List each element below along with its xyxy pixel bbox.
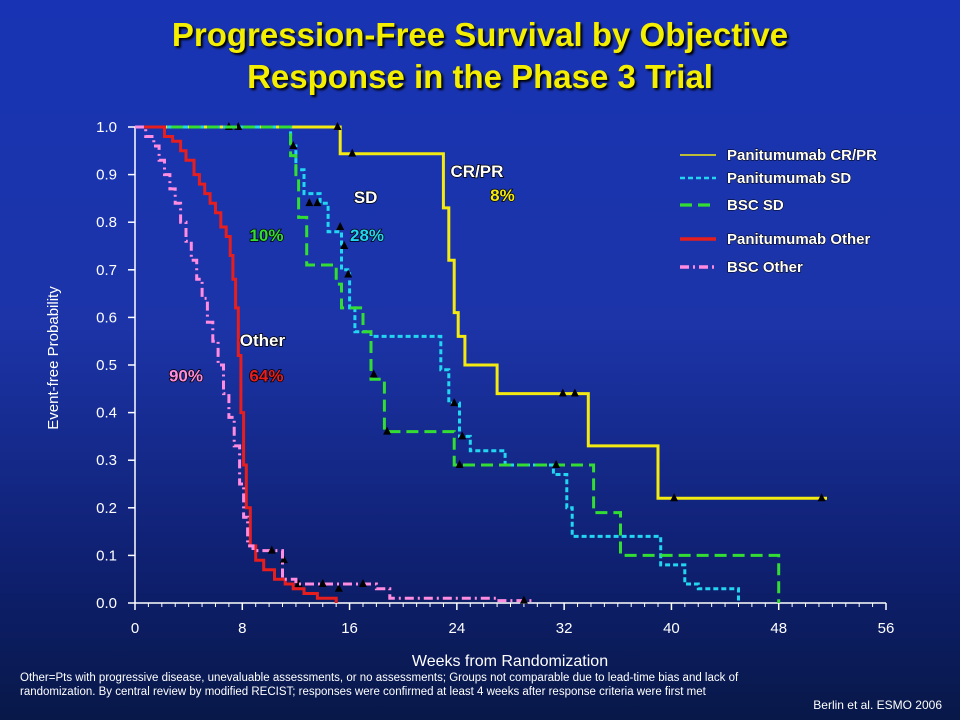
censor-mark <box>318 578 327 587</box>
y-tick-label: 0.0 <box>96 595 117 612</box>
censor-mark <box>570 388 579 397</box>
series-line <box>135 125 740 603</box>
censor-mark <box>313 198 322 207</box>
censor-mark <box>305 198 314 207</box>
series-line <box>135 125 827 500</box>
series-layer <box>135 122 827 604</box>
censor-mark <box>267 545 276 554</box>
axes: 0 8 16 24 32 40 48 56 0.0 0.1 0.2 0.3 0.4 0.5 0.6 0.7 0.… <box>96 119 894 637</box>
censor-mark <box>334 583 343 592</box>
censor-mark <box>279 555 288 564</box>
y-tick-label: 0.1 <box>96 547 117 564</box>
footnote: Other=Pts with progressive disease, unev… <box>20 672 739 698</box>
y-tick-label: 0.9 <box>96 167 117 184</box>
y-tick-label: 0.3 <box>96 452 117 469</box>
censor-mark <box>458 431 467 440</box>
series-2 <box>135 122 740 603</box>
censor-mark <box>340 241 349 249</box>
title-line-1: Progression-Free Survival by Objective <box>171 16 789 53</box>
censor-mark <box>552 459 561 468</box>
x-tick-label: 0 <box>131 620 139 637</box>
title-line-2: Response in the Phase 3 Trial <box>247 58 713 95</box>
y-tick-label: 0.5 <box>96 357 117 374</box>
series-line <box>135 125 781 603</box>
y-tick-label: 0.2 <box>96 500 117 517</box>
censor-mark <box>383 426 392 435</box>
annotation-label: 90% <box>169 367 203 386</box>
legend-item-4: Panitumumab Other <box>680 231 871 249</box>
legend-item-1: Panitumumab CR/PR <box>680 147 878 165</box>
y-tick-label: 0.7 <box>96 262 117 279</box>
annotation-label: Other <box>240 331 286 350</box>
x-axis-label: Weeks from Randomization <box>412 653 608 670</box>
series-line <box>135 125 338 603</box>
annotation-label: 28% <box>350 226 384 245</box>
x-tick-label: 32 <box>556 620 573 637</box>
legend-label: Panitumumab Other <box>727 231 871 248</box>
censor-mark <box>369 369 378 378</box>
censor-mark <box>333 122 342 130</box>
x-tick-label: 48 <box>770 620 787 637</box>
annotation-label: 10% <box>249 226 283 245</box>
x-tick-label: 16 <box>341 620 358 637</box>
legend-label: BSC Other <box>727 259 803 276</box>
legend-label: Panitumumab CR/PR <box>727 147 877 164</box>
y-tick-label: 1.0 <box>96 119 117 136</box>
series-4 <box>135 125 343 603</box>
censor-mark <box>455 459 464 468</box>
series-line <box>135 125 532 603</box>
censor-mark <box>348 148 357 157</box>
annotation-layer: CR/PR 8% SD 10% 28% Other 90% 64% <box>168 161 515 386</box>
legend-label: BSC SD <box>727 197 784 214</box>
x-tick-label: 40 <box>663 620 680 637</box>
censor-mark <box>817 493 826 502</box>
x-tick-label: 56 <box>878 620 895 637</box>
x-tick-label: 24 <box>449 620 466 637</box>
y-tick-label: 0.8 <box>96 214 117 231</box>
censor-mark <box>670 493 679 502</box>
y-tick-label: 0.6 <box>96 309 117 326</box>
censor-mark <box>336 221 345 230</box>
legend-item-2: Panitumumab SD <box>680 170 852 188</box>
annotation-label: 8% <box>490 186 515 205</box>
legend-item-3: BSC SD <box>680 197 784 215</box>
censor-mark <box>519 595 528 604</box>
censor-mark <box>558 388 567 397</box>
y-tick-label: 0.4 <box>96 405 117 422</box>
y-axis-label: Event-free Probability <box>45 286 62 430</box>
slide-title: Progression-Free Survival by Objective R… <box>0 14 960 98</box>
annotation-label: CR/PR <box>451 162 504 181</box>
series-3 <box>135 125 781 603</box>
x-tick-label: 8 <box>238 620 246 637</box>
citation: Berlin et al. ESMO 2006 <box>813 698 942 712</box>
censor-mark <box>450 398 459 407</box>
censor-mark <box>289 141 298 150</box>
series-5 <box>135 125 532 604</box>
annotation-label: SD <box>354 188 378 207</box>
series-1 <box>135 122 827 502</box>
legend: Panitumumab CR/PR Panitumumab SD BSC SD Pan… <box>680 147 878 277</box>
legend-label: Panitumumab SD <box>727 170 851 187</box>
annotation-label: 64% <box>249 367 283 386</box>
legend-item-5: BSC Other <box>680 259 804 277</box>
censor-mark <box>358 578 367 587</box>
censor-mark <box>344 269 353 278</box>
